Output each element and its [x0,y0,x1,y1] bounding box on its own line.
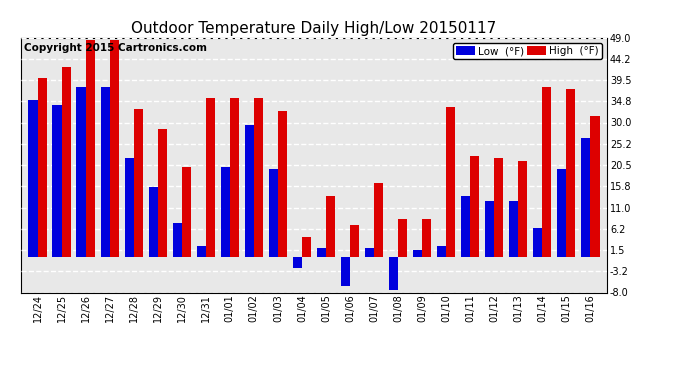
Bar [230,98,239,257]
Bar [317,248,326,257]
Bar [350,225,359,257]
Bar [278,111,287,257]
Bar [37,78,47,257]
Bar [158,129,167,257]
Bar [245,125,254,257]
Bar [326,196,335,257]
Bar [558,170,566,257]
Bar [52,105,61,257]
Text: Copyright 2015 Cartronics.com: Copyright 2015 Cartronics.com [23,43,206,52]
Bar [509,201,518,257]
Bar [389,257,398,290]
Bar [413,250,422,257]
Bar [197,246,206,257]
Bar [206,98,215,257]
Title: Outdoor Temperature Daily High/Low 20150117: Outdoor Temperature Daily High/Low 20150… [131,21,497,36]
Bar [398,219,407,257]
Bar [302,237,311,257]
Bar [365,248,374,257]
Bar [101,87,110,257]
Bar [494,158,504,257]
Bar [28,100,37,257]
Bar [518,160,527,257]
Bar [172,223,181,257]
Legend: Low  (°F), High  (°F): Low (°F), High (°F) [453,43,602,59]
Bar [269,170,278,257]
Bar [542,87,551,257]
Bar [148,188,158,257]
Bar [470,156,480,257]
Bar [124,158,134,257]
Bar [533,228,542,257]
Bar [446,107,455,257]
Bar [374,183,383,257]
Bar [77,87,86,257]
Bar [61,67,70,257]
Bar [591,116,600,257]
Bar [86,40,95,257]
Bar [422,219,431,257]
Bar [485,201,494,257]
Bar [341,257,350,286]
Bar [110,40,119,257]
Bar [581,138,591,257]
Bar [437,246,446,257]
Bar [181,167,191,257]
Bar [566,89,575,257]
Bar [461,196,470,257]
Bar [293,257,302,268]
Bar [221,167,230,257]
Bar [134,109,143,257]
Bar [254,98,263,257]
